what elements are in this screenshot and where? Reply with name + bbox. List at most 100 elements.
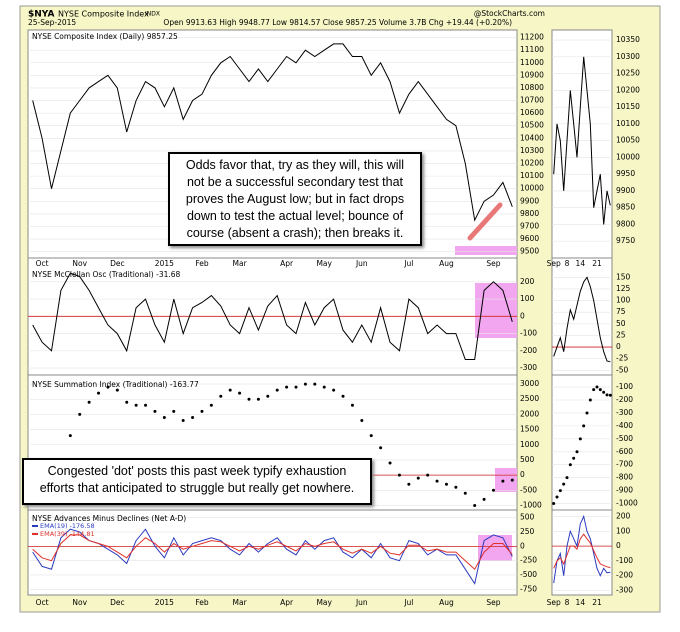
x-tick-label: Aug (439, 598, 454, 607)
dot (115, 388, 119, 392)
y-tick-label: 9850 (616, 203, 635, 212)
y-tick-label: 9900 (520, 196, 539, 205)
y-tick-label: 125 (616, 284, 631, 293)
y-tick-label: 0 (520, 541, 525, 550)
dot (555, 495, 559, 499)
annotation: Odds favor that, try as they will, this … (168, 152, 422, 246)
index-name: NYSE Composite Index (58, 10, 149, 19)
y-tick-label: 0 (616, 541, 621, 550)
y-tick-label: 3000 (520, 379, 539, 388)
dot (454, 485, 458, 489)
y-tick-label: 10300 (520, 146, 544, 155)
y-tick-label: -1000 (520, 500, 542, 509)
y-tick-label: 500 (520, 513, 535, 522)
dot (134, 403, 138, 407)
x-tick-label: Apr (280, 598, 294, 607)
y-tick-label: 10250 (616, 69, 640, 78)
x-tick-label: Apr (280, 259, 294, 268)
series-line (553, 56, 611, 225)
dot (78, 412, 82, 416)
y-tick-label: -500 (520, 485, 537, 494)
dot (501, 479, 505, 483)
dot (350, 403, 354, 407)
legend-swatch (32, 525, 38, 527)
y-tick-label: 0 (616, 342, 621, 351)
x-tick-label: Mar (233, 259, 248, 268)
dot (473, 503, 477, 507)
dot (266, 394, 270, 398)
dot (256, 397, 260, 401)
dot (575, 450, 579, 454)
y-tick-label: 10600 (520, 108, 544, 117)
dot (369, 434, 373, 438)
y-tick-label: 11100 (520, 45, 544, 54)
x-tick-label: Nov (72, 598, 87, 607)
y-tick-label: 0 (520, 311, 525, 320)
dot (602, 390, 606, 394)
x-tick-label: Nov (72, 259, 87, 268)
y-tick-label: -300 (616, 586, 633, 595)
y-tick-label: -500 (520, 570, 537, 579)
dot (592, 388, 596, 392)
dot (463, 491, 467, 495)
x-tick-label: Feb (195, 598, 209, 607)
y-tick-label: 10800 (520, 83, 544, 92)
x-tick-label: Aug (439, 259, 454, 268)
dot (558, 489, 562, 493)
series-line (553, 514, 611, 584)
x-tick-label: Dec (110, 598, 125, 607)
panel-title: NYSE Advances Minus Declines (Net A-D) (32, 514, 186, 523)
highlight (455, 246, 517, 255)
dot (552, 502, 556, 506)
y-tick-label: 10300 (616, 52, 640, 61)
dot (247, 397, 251, 401)
dot (595, 385, 599, 389)
y-tick-label: -600 (616, 447, 633, 456)
exchange: INDX (145, 11, 160, 18)
panel-title: NYSE Composite Index (Daily) 9857.25 (32, 32, 178, 41)
y-tick-label: -50 (616, 365, 628, 374)
y-tick-label: 1000 (520, 440, 539, 449)
y-tick-label: -700 (616, 460, 633, 469)
dot (482, 497, 486, 501)
dot (582, 424, 586, 428)
y-tick-label: 0 (520, 470, 525, 479)
x-tick-label: Feb (195, 259, 209, 268)
dot (172, 409, 176, 413)
y-tick-label: 9800 (520, 209, 539, 218)
y-tick-label: -400 (616, 421, 633, 430)
dot (572, 456, 576, 460)
y-tick-label: 10100 (616, 119, 640, 128)
y-tick-label: 50 (616, 319, 626, 328)
y-tick-label: -100 (520, 329, 537, 338)
y-tick-label: 25 (616, 330, 626, 339)
dot (388, 461, 392, 465)
y-tick-label: 10350 (616, 35, 640, 44)
dot (106, 385, 110, 389)
x-tick-label: 21 (592, 598, 602, 607)
dot (426, 473, 430, 477)
y-tick-label: 200 (520, 277, 535, 286)
series-line (32, 43, 513, 222)
y-tick-label: -250 (520, 556, 537, 565)
dot (588, 398, 592, 402)
y-tick-label: 11000 (520, 58, 544, 67)
y-tick-label: 2500 (520, 394, 539, 403)
y-tick-label: 250 (520, 527, 535, 536)
dot (303, 382, 307, 386)
y-tick-label: 500 (520, 455, 535, 464)
y-tick-label: 10700 (520, 96, 544, 105)
dot (562, 482, 566, 486)
y-tick-label: -500 (616, 434, 633, 443)
symbol: $NYA (28, 10, 54, 20)
series-line (32, 272, 513, 360)
x-tick-label: Sep (486, 598, 500, 607)
y-tick-label: 9500 (520, 247, 539, 256)
y-tick-label: 150 (616, 272, 631, 281)
x-tick-label: Jun (355, 259, 368, 268)
dot (332, 388, 336, 392)
y-tick-label: 10000 (520, 184, 544, 193)
y-tick-label: 75 (616, 307, 626, 316)
y-tick-label: -900 (616, 486, 633, 495)
